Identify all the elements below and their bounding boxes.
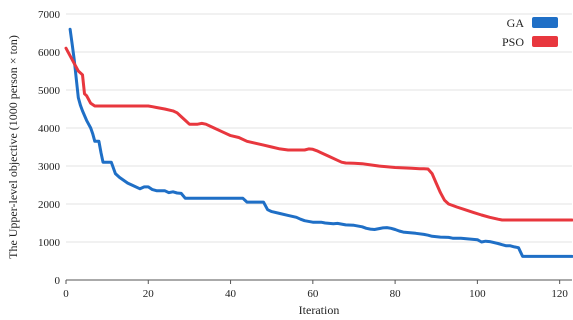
series-layer <box>64 27 573 258</box>
x-axis-ticks: 0 20 40 60 80 100 120 <box>63 280 568 300</box>
series-line-pso <box>64 46 573 222</box>
series-line-ga <box>68 27 573 258</box>
legend: GA PSO <box>502 16 558 49</box>
y-axis-ticks: 0 1000 2000 3000 4000 5000 6000 7000 <box>38 9 61 287</box>
y-tick-label: 1000 <box>38 237 61 249</box>
x-tick-label: 20 <box>143 288 155 300</box>
gridlines <box>66 13 572 243</box>
x-tick-label: 60 <box>307 288 319 300</box>
y-tick-label: 0 <box>55 275 61 287</box>
y-tick-label: 5000 <box>38 85 61 97</box>
x-axis-title: Iteration <box>299 303 340 317</box>
y-tick-label: 4000 <box>38 123 61 135</box>
y-tick-label: 2000 <box>38 199 61 211</box>
legend-swatch-pso <box>532 36 558 47</box>
y-tick-label: 7000 <box>38 9 61 21</box>
legend-label-ga: GA <box>507 16 525 30</box>
x-tick-label: 120 <box>551 288 568 300</box>
x-tick-label: 100 <box>469 288 486 300</box>
y-tick-label: 3000 <box>38 161 61 173</box>
y-tick-label: 6000 <box>38 47 61 59</box>
y-axis-title: The Upper-level objective (1000 person ×… <box>6 35 20 259</box>
x-tick-label: 0 <box>63 288 69 300</box>
x-tick-label: 80 <box>390 288 402 300</box>
legend-swatch-ga <box>532 17 558 28</box>
legend-label-pso: PSO <box>502 35 524 49</box>
x-tick-label: 40 <box>225 288 237 300</box>
